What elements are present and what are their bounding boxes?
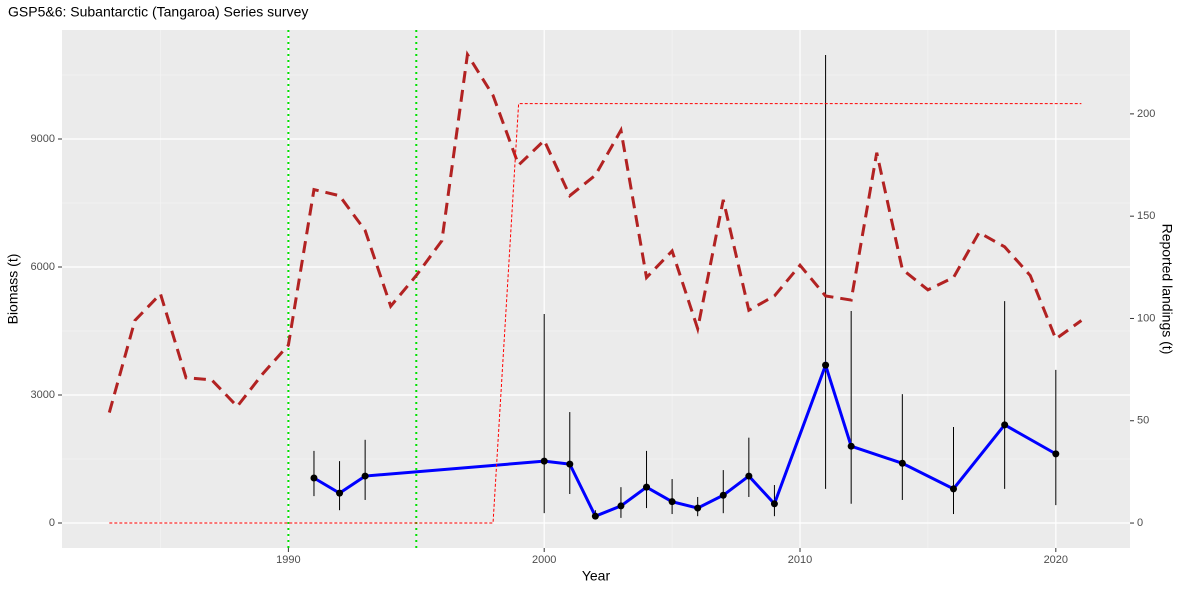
panel [62, 30, 1130, 548]
data-point [566, 460, 574, 468]
data-point [719, 491, 727, 499]
data-point [591, 512, 599, 520]
data-point [1052, 450, 1060, 458]
data-point [643, 483, 651, 491]
data-point [336, 489, 344, 497]
data-point [1001, 421, 1009, 429]
data-point [310, 474, 318, 482]
data-point [617, 502, 625, 510]
data-point [847, 442, 855, 450]
y-tick-label: 9000 [31, 133, 55, 145]
data-point [668, 498, 676, 506]
data-point [770, 500, 778, 508]
y2-tick-label: 200 [1137, 108, 1155, 120]
data-point [949, 485, 957, 493]
y-tick-label: 0 [49, 517, 55, 529]
x-tick-label: 2020 [1044, 554, 1068, 566]
y2-axis-label: Reported landings (t) [1159, 224, 1175, 355]
y2-tick-label: 150 [1137, 210, 1155, 222]
x-axis-label: Year [582, 568, 611, 584]
y-tick-label: 6000 [31, 261, 55, 273]
chart-title: GSP5&6: Subantarctic (Tangaroa) Series s… [8, 4, 308, 20]
data-point [898, 459, 906, 467]
y2-tick-label: 50 [1137, 415, 1149, 427]
y2-tick-label: 100 [1137, 312, 1155, 324]
data-point [822, 361, 830, 369]
data-point [540, 457, 548, 465]
x-tick-label: 2000 [532, 554, 556, 566]
y2-tick-label: 0 [1137, 517, 1143, 529]
data-point [694, 504, 702, 512]
x-tick-label: 1990 [276, 554, 300, 566]
y-axis-label: Biomass (t) [5, 254, 21, 325]
data-point [361, 472, 369, 480]
x-tick-label: 2010 [788, 554, 812, 566]
data-point [745, 472, 753, 480]
y-tick-label: 3000 [31, 389, 55, 401]
series-line [109, 103, 1082, 524]
